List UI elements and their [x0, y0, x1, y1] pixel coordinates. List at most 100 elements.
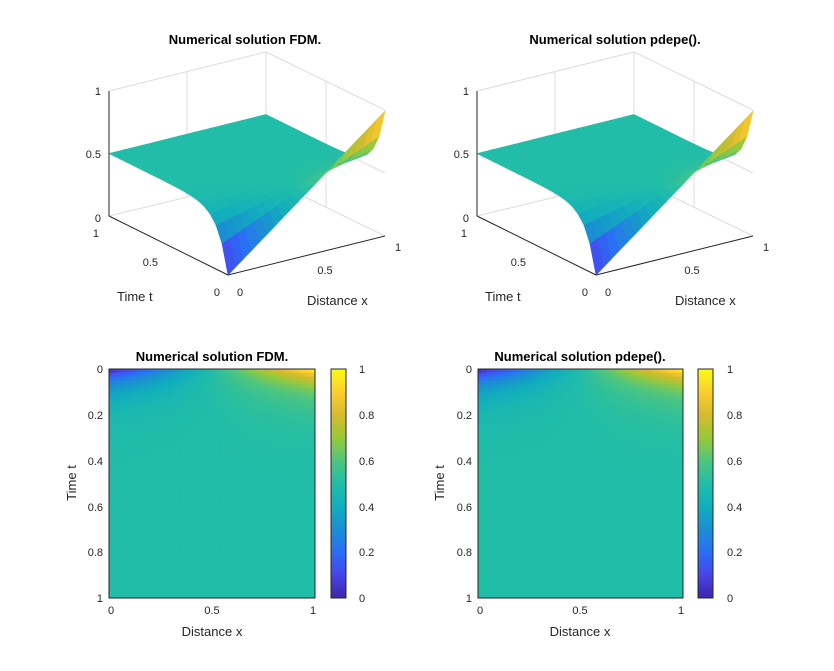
heatmap-cell — [232, 578, 238, 584]
heatmap-cell — [158, 479, 164, 484]
heatmap-cell — [224, 380, 229, 385]
heatmap-cell — [273, 521, 279, 526]
heatmap-cell — [551, 410, 557, 416]
heatmap-cell — [249, 395, 254, 401]
heatmap-cell — [486, 460, 491, 465]
heatmap-cell — [141, 563, 147, 568]
heatmap-cell — [109, 514, 114, 519]
heatmap-cell — [253, 494, 258, 500]
heatmap-cell — [158, 559, 164, 565]
heatmap-cell — [482, 498, 487, 504]
heatmap-cell — [290, 487, 295, 492]
heatmap-cell — [498, 571, 504, 576]
heatmap-cell — [523, 582, 528, 588]
heatmap-cell — [547, 456, 553, 462]
heatmap-cell — [269, 590, 275, 595]
heatmap-cell — [306, 514, 312, 519]
heatmap-cell — [249, 437, 254, 443]
heatmap-cell — [306, 391, 312, 397]
heatmap-cell — [265, 410, 271, 416]
heatmap-cell — [162, 544, 168, 549]
heatmap-cell — [125, 452, 131, 458]
heatmap-cell — [486, 586, 491, 591]
heatmap-cell — [253, 517, 258, 523]
heatmap-cell — [133, 407, 139, 412]
heatmap-cell — [527, 388, 532, 393]
heatmap-cell — [502, 498, 508, 504]
heatmap-cell — [228, 582, 234, 588]
heatmap-cell — [302, 578, 308, 584]
heatmap-cell — [282, 399, 287, 404]
heatmap-cell — [535, 556, 540, 561]
heatmap-cell — [523, 437, 528, 443]
heatmap-cell — [261, 441, 267, 446]
heatmap-cell — [162, 472, 168, 477]
heatmap-cell — [129, 514, 135, 519]
heatmap-cell — [490, 487, 495, 492]
heatmap-cell — [265, 540, 271, 546]
heatmap-cell — [207, 586, 213, 591]
heatmap-cell — [273, 414, 279, 420]
heatmap-cell — [494, 559, 499, 565]
heatmap-cell — [478, 422, 483, 427]
heatmap-cell — [146, 483, 151, 488]
heatmap-cell — [183, 567, 188, 572]
heatmap-cell — [228, 460, 234, 465]
heatmap-cell — [240, 548, 246, 553]
heatmap-cell — [514, 559, 520, 565]
heatmap-cell — [228, 578, 234, 584]
heatmap-cell — [220, 510, 225, 515]
heatmap-cell — [125, 418, 131, 423]
heatmap-cell — [506, 559, 512, 565]
heatmap-cell — [494, 456, 499, 462]
heatmap-cell — [527, 395, 532, 401]
heatmap-cell — [166, 372, 172, 378]
heatmap-cell — [141, 506, 147, 511]
heatmap-cell — [486, 437, 491, 443]
heatmap-cell — [224, 552, 229, 557]
heatmap-cell — [294, 544, 300, 549]
heatmap-cell — [510, 533, 516, 538]
heatmap-cell — [137, 384, 143, 389]
heatmap-cell — [482, 460, 487, 465]
heatmap-cell — [236, 422, 242, 427]
heatmap-cell — [519, 567, 524, 572]
heatmap-cell — [486, 540, 491, 546]
heatmap-cell — [286, 384, 291, 389]
heatmap-cell — [150, 590, 155, 595]
heatmap-cell — [265, 533, 271, 538]
heatmap-cell — [478, 460, 483, 465]
heatmap-cell — [302, 441, 308, 446]
heatmap-cell — [269, 452, 275, 458]
heatmap-cell — [547, 391, 553, 397]
heatmap-cell — [249, 456, 254, 462]
heatmap-cell — [510, 430, 516, 435]
heatmap-cell — [482, 582, 487, 588]
heatmap-cell — [506, 384, 512, 389]
heatmap-cell — [257, 594, 262, 599]
heatmap-cell — [543, 391, 549, 397]
heatmap-cell — [240, 388, 246, 393]
heatmap-cell — [551, 586, 557, 591]
heatmap-cell — [502, 376, 508, 381]
heatmap-cell — [113, 533, 118, 538]
heatmap-cell — [179, 529, 184, 534]
heatmap-cell — [257, 540, 262, 546]
heatmap-cell — [547, 468, 553, 473]
heatmap-cell — [203, 567, 209, 572]
heatmap-cell — [125, 468, 131, 473]
heatmap-cell — [203, 464, 209, 469]
heatmap-cell — [482, 479, 487, 484]
heatmap-cell — [146, 403, 151, 408]
heatmap-cell — [273, 384, 279, 389]
heatmap-cell — [253, 590, 258, 595]
heatmap-cell — [174, 369, 180, 374]
heatmap-cell — [486, 376, 491, 381]
heatmap-cell — [228, 498, 234, 504]
heatmap-cell — [183, 525, 188, 530]
heatmap-cell — [125, 498, 131, 504]
heatmap-cell — [109, 510, 114, 515]
heatmap-cell — [306, 510, 312, 515]
heatmap-cell — [183, 594, 188, 599]
heatmap-cell — [531, 369, 536, 374]
